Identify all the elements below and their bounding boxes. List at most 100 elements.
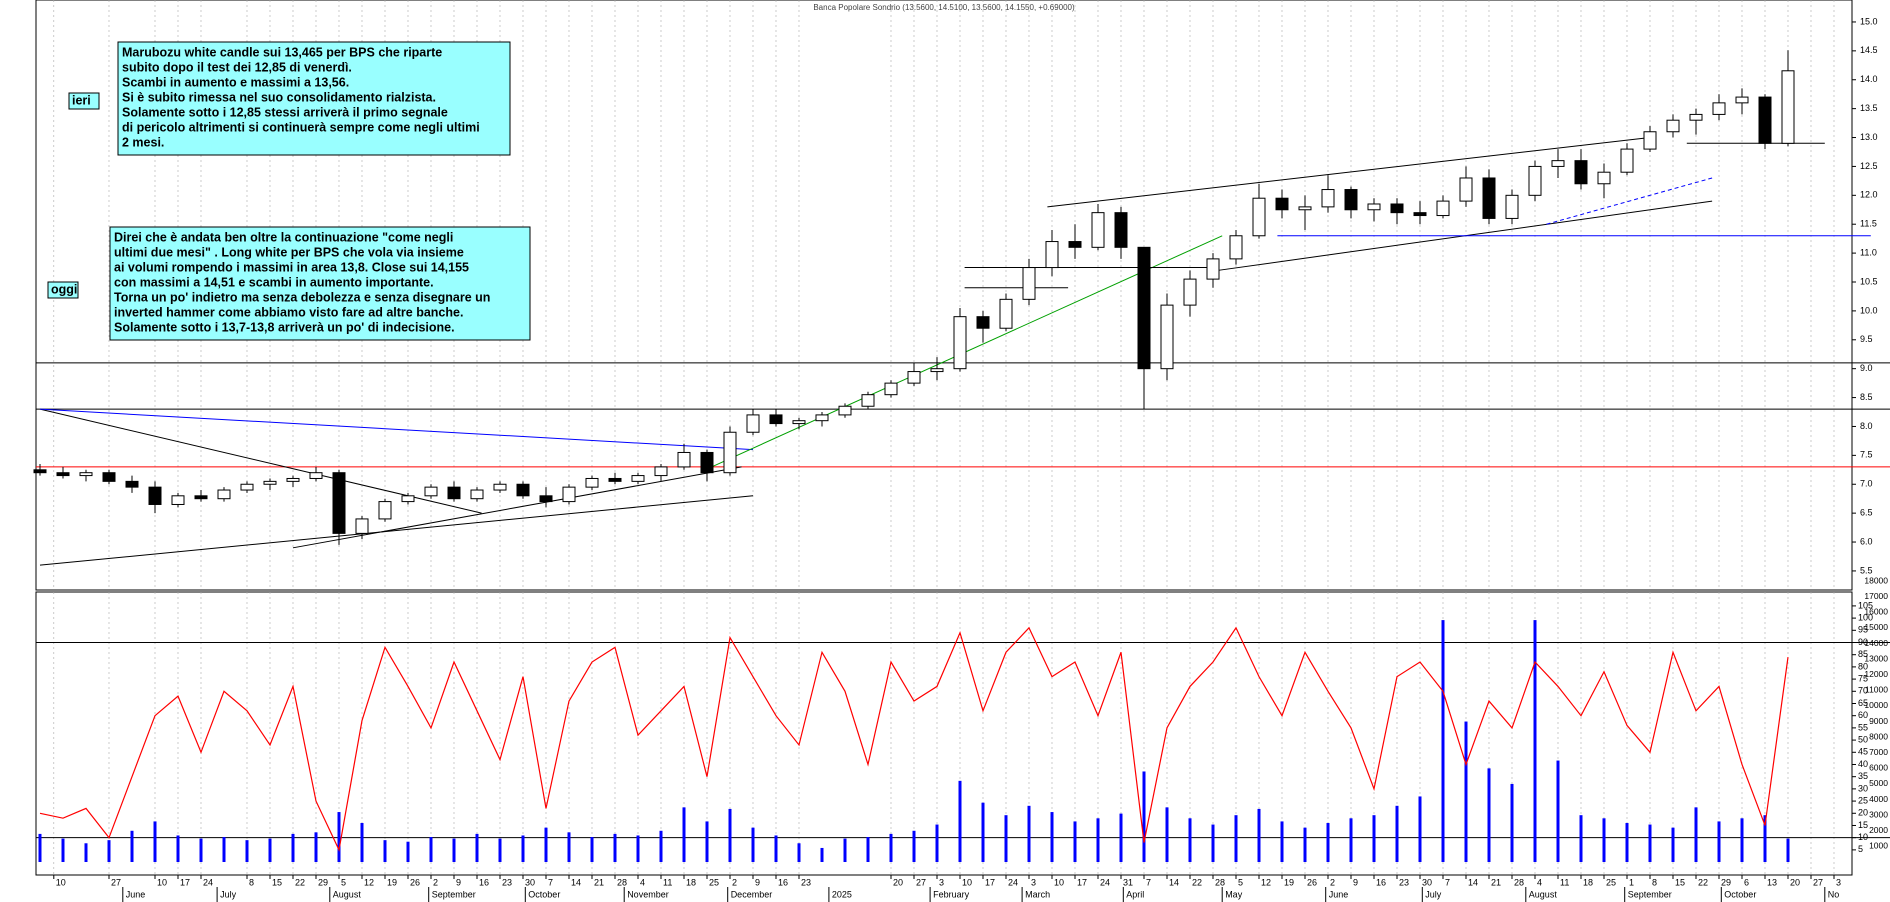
volume-bar	[567, 832, 571, 862]
y-tick-label: 9.0	[1860, 363, 1873, 373]
x-tick-label: 22	[1698, 877, 1708, 887]
candle-body	[493, 483, 507, 491]
x-tick-label: 12	[1261, 877, 1271, 887]
volume-bar	[1372, 815, 1376, 862]
x-tick-label: 25	[709, 877, 719, 887]
volume-bar	[797, 843, 801, 862]
volume-bar	[222, 837, 226, 862]
volume-tick-label: 3000	[1869, 809, 1888, 819]
x-tick-label: 1	[1629, 877, 1634, 887]
trendline	[292, 466, 742, 549]
candle-body	[562, 486, 576, 503]
x-tick-label: 7	[1445, 877, 1450, 887]
volume-bar	[1418, 796, 1422, 862]
y-tick-label: 11.5	[1860, 219, 1877, 229]
candle-body	[884, 382, 898, 396]
x-tick-label: 20	[1790, 877, 1800, 887]
x-tick-label: 18	[1583, 877, 1593, 887]
volume-bar	[1510, 783, 1514, 862]
month-label: July	[220, 889, 237, 899]
x-tick-label: 14	[571, 877, 581, 887]
candle-body	[33, 469, 47, 474]
candle-body	[1160, 304, 1174, 370]
x-tick-label: 20	[893, 877, 903, 887]
month-label: August	[333, 889, 362, 899]
annotation-box	[109, 226, 531, 341]
oscillator-tick-label: 65	[1858, 698, 1868, 708]
y-tick-label: 12.0	[1860, 190, 1878, 200]
volume-tick-label: 17000	[1864, 591, 1888, 601]
candle-body	[723, 431, 737, 474]
candle-body	[1344, 189, 1358, 211]
candle-body	[1298, 206, 1312, 211]
candle-body	[1666, 119, 1680, 133]
candle-body	[171, 495, 185, 505]
volume-bar	[475, 833, 479, 862]
oscillator-tick-label: 25	[1858, 795, 1868, 805]
y-tick-label: 10.0	[1860, 305, 1878, 315]
annotation-line: ai volumi rompendo i massimi in area 13,…	[114, 260, 469, 274]
oscillator-tick-label: 85	[1858, 649, 1868, 659]
x-tick-label: 29	[1721, 877, 1731, 887]
annotation-line: ultimi due mesi" . Long white per BPS ch…	[114, 245, 464, 259]
annotation-line: 2 mesi.	[122, 135, 164, 149]
x-tick-label: 2	[732, 877, 737, 887]
candle-body	[1643, 131, 1657, 150]
oscillator-tick-label: 70	[1858, 686, 1868, 696]
x-tick-label: 16	[479, 877, 489, 887]
annotation-line: Torna un po' indietro ma senza debolezza…	[114, 290, 490, 304]
volume-bar	[268, 838, 272, 862]
volume-bar	[705, 821, 709, 862]
x-tick-label: 11	[1560, 877, 1569, 887]
candle-body	[1114, 212, 1128, 248]
volume-bar	[84, 843, 88, 862]
volume-bar	[544, 827, 548, 862]
lower-panel	[35, 591, 1853, 876]
volume-bar	[291, 833, 295, 862]
candle-body	[1321, 189, 1335, 208]
candle-body	[1229, 235, 1243, 260]
volume-bar	[1395, 805, 1399, 862]
candle-body	[447, 486, 461, 500]
candle-body	[217, 489, 231, 500]
candle-body	[1620, 148, 1634, 173]
candle-body	[631, 475, 645, 482]
volume-bar	[521, 835, 525, 862]
volume-bar	[176, 835, 180, 862]
volume-bar	[751, 827, 755, 862]
x-tick-label: 17	[1077, 877, 1087, 887]
volume-tick-label: 18000	[1864, 575, 1888, 585]
x-tick-label: 23	[1399, 877, 1409, 887]
candle-body	[355, 518, 369, 534]
candle-body	[286, 477, 300, 482]
volume-tick-label: 4000	[1869, 794, 1888, 804]
candle-body	[79, 472, 93, 477]
oscillator-tick-label: 10	[1858, 832, 1868, 842]
volume-bar	[452, 838, 456, 862]
volume-bar	[1533, 620, 1537, 862]
x-tick-label: 4	[640, 877, 645, 887]
volume-bar	[153, 821, 157, 862]
month-label: December	[731, 889, 773, 899]
volume-bar	[1004, 815, 1008, 862]
candle-body	[470, 489, 484, 500]
candle-body	[1275, 197, 1289, 211]
x-tick-label: 21	[1491, 877, 1501, 887]
candle-body	[838, 405, 852, 416]
annotation-line: di pericolo altrimenti si continuerà sem…	[122, 120, 480, 134]
volume-bar	[1096, 818, 1100, 862]
candle-body	[1758, 96, 1772, 144]
price-panel	[35, 0, 1853, 591]
volume-bar	[1119, 813, 1123, 862]
volume-bar	[1740, 818, 1744, 862]
volume-bar	[1602, 818, 1606, 862]
volume-bar	[38, 833, 42, 862]
volume-bar	[1280, 821, 1284, 862]
volume-bar	[360, 822, 364, 862]
trendline	[1546, 177, 1713, 225]
candle-body	[1505, 194, 1519, 219]
x-tick-label: 3	[1031, 877, 1036, 887]
y-tick-label: 8.5	[1860, 392, 1873, 402]
candle-body	[1781, 70, 1795, 144]
